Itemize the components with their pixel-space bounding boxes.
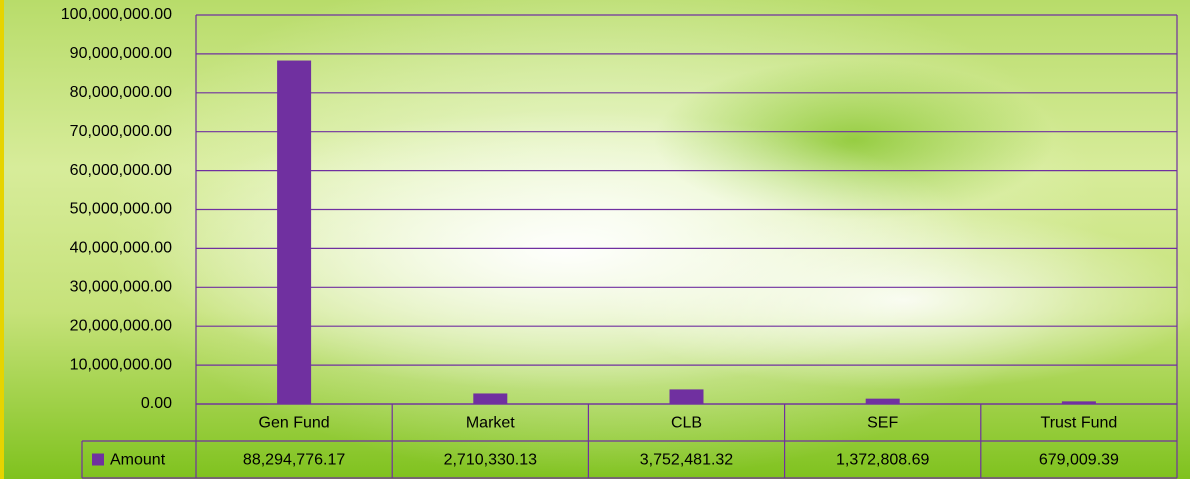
x-tick-label: Trust Fund (1041, 415, 1118, 432)
x-tick-label: Gen Fund (259, 415, 330, 432)
y-tick-label: 40,000,000.00 (70, 240, 172, 257)
y-tick-label: 0.00 (141, 395, 172, 412)
y-tick-label: 10,000,000.00 (70, 356, 172, 373)
x-tick-label: Market (466, 415, 515, 432)
data-table-value: 2,710,330.13 (444, 452, 538, 469)
y-tick-label: 20,000,000.00 (70, 317, 172, 334)
data-table-value: 88,294,776.17 (243, 452, 345, 469)
y-tick-label: 70,000,000.00 (70, 123, 172, 140)
y-tick-label: 90,000,000.00 (70, 45, 172, 62)
bar (473, 393, 508, 404)
bar (277, 60, 312, 404)
bar (669, 389, 704, 404)
legend-label: Amount (110, 452, 166, 469)
y-tick-label: 30,000,000.00 (70, 279, 172, 296)
legend-swatch (92, 453, 104, 466)
x-tick-label: CLB (671, 415, 702, 432)
bar (1061, 401, 1096, 404)
y-tick-label: 80,000,000.00 (70, 84, 172, 101)
data-table-value: 679,009.39 (1039, 452, 1119, 469)
y-tick-label: 100,000,000.00 (61, 6, 172, 23)
data-table-value: 3,752,481.32 (640, 452, 734, 469)
y-tick-label: 60,000,000.00 (70, 162, 172, 179)
data-table-value: 1,372,808.69 (836, 452, 930, 469)
bar (865, 398, 900, 404)
x-tick-label: SEF (867, 415, 898, 432)
y-tick-label: 50,000,000.00 (70, 201, 172, 218)
